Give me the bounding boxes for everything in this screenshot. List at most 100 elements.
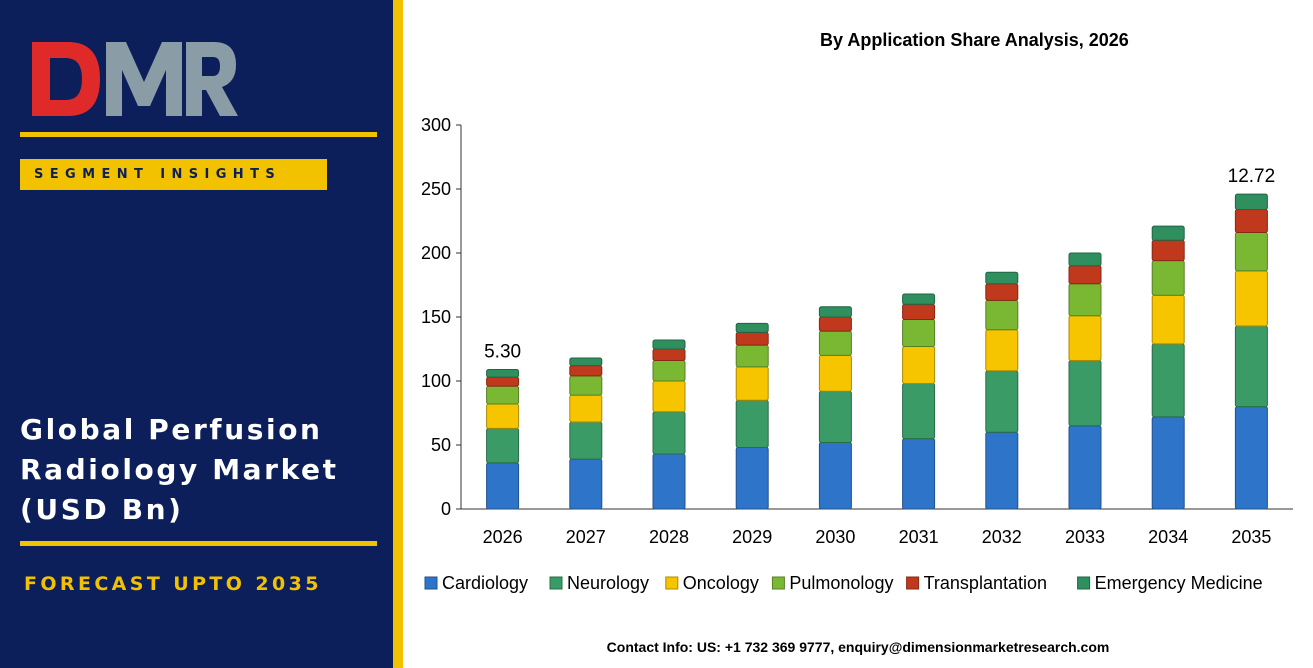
legend-label: Emergency Medicine <box>1095 573 1263 593</box>
y-tick-label: 250 <box>421 179 451 199</box>
bar-segment <box>1234 208 1268 234</box>
data-annotation-label: 5.30 <box>484 341 521 362</box>
y-tick-label: 150 <box>421 307 451 327</box>
bar-segment <box>569 458 603 510</box>
x-tick-label: 2032 <box>982 527 1022 547</box>
legend-label: Neurology <box>567 573 649 593</box>
legend-swatch <box>424 576 438 590</box>
x-tick-label: 2033 <box>1065 527 1105 547</box>
legend-label: Cardiology <box>442 573 528 593</box>
bar-segment <box>902 438 936 510</box>
x-tick-label: 2029 <box>732 527 772 547</box>
forecast-label: FORECAST UPTO 2035 <box>24 573 322 595</box>
bar-segment <box>569 421 603 460</box>
bar-segment <box>818 306 852 318</box>
bar-segment <box>818 316 852 332</box>
x-tick-label: 2026 <box>483 527 523 547</box>
bar-segment <box>652 339 686 350</box>
y-tick-label: 100 <box>421 371 451 391</box>
data-annotation-label: 12.72 <box>1228 166 1276 187</box>
bar-segment <box>818 330 852 356</box>
bar-segment <box>486 427 520 464</box>
bar-segment <box>486 368 520 378</box>
bar-segment <box>902 319 936 347</box>
market-title: Global Perfusion Radiology Market (USD B… <box>20 410 380 530</box>
bar-segment <box>569 357 603 367</box>
bar-segment <box>902 293 936 305</box>
bar-segment <box>1068 265 1102 285</box>
stacked-bar-chart: 0 50 100 150 200 250 300 2026 2027 2028 2029 2030 20… <box>421 115 1293 593</box>
dmr-logo <box>32 42 238 116</box>
bar-segment <box>1068 360 1102 427</box>
left-panel: SEGMENT INSIGHTS Global Perfusion Radiol… <box>0 0 393 668</box>
bar-segment <box>652 380 686 413</box>
bar-segment <box>735 399 769 449</box>
chart-legend: Cardiology Neurology Oncology Pulmonology Tr… <box>424 573 1263 593</box>
logo-letter-m <box>106 42 182 116</box>
x-tick-label: 2031 <box>899 527 939 547</box>
bar-segment <box>652 453 686 510</box>
x-tick-label: 2035 <box>1231 527 1271 547</box>
y-tick-label: 0 <box>441 499 451 519</box>
bar-segment <box>985 370 1019 433</box>
bar-segment <box>818 390 852 443</box>
chart-bars <box>486 193 1268 510</box>
chart-axes: 0 50 100 150 200 250 300 2026 2027 2028 2029 2030 20… <box>421 115 1293 547</box>
y-tick-label: 200 <box>421 243 451 263</box>
chart-labels: 5.30 12.72 <box>484 166 1275 362</box>
bar-segment <box>1234 270 1268 327</box>
legend-swatch <box>1077 576 1091 590</box>
bar-segment <box>569 394 603 423</box>
y-tick-label: 50 <box>431 435 451 455</box>
bar-segment <box>1068 315 1102 362</box>
legend-swatch <box>665 576 679 590</box>
bar-segment <box>735 447 769 510</box>
bar-segment <box>985 299 1019 331</box>
bar-segment <box>735 322 769 333</box>
x-tick-label: 2028 <box>649 527 689 547</box>
top-accent-rule <box>20 132 377 137</box>
bar-segment <box>902 345 936 385</box>
bar-segment <box>1234 325 1268 408</box>
bar-segment <box>985 431 1019 510</box>
bar-segment <box>1234 232 1268 272</box>
bar-segment <box>1151 260 1185 296</box>
bar-segment <box>1151 343 1185 418</box>
bar-segment <box>1234 406 1268 510</box>
market-title-line-1: Global Perfusion <box>20 413 323 446</box>
legend-swatch <box>549 576 563 590</box>
bar-segment <box>985 271 1019 285</box>
logo-letter-r <box>186 42 238 116</box>
legend-label: Transplantation <box>924 573 1047 593</box>
bar-segment <box>818 354 852 392</box>
bar-segment <box>569 365 603 377</box>
legend-swatch <box>906 576 920 590</box>
x-tick-label: 2034 <box>1148 527 1188 547</box>
bar-segment <box>1068 425 1102 510</box>
bar-segment <box>1151 225 1185 241</box>
bar-segment <box>985 329 1019 372</box>
x-tick-label: 2030 <box>815 527 855 547</box>
bar-segment <box>1151 294 1185 345</box>
bar-segment <box>902 303 936 321</box>
market-title-line-2: Radiology Market <box>20 453 339 486</box>
segment-insights-badge: SEGMENT INSIGHTS <box>20 159 327 190</box>
legend-label: Pulmonology <box>789 573 893 593</box>
market-title-line-3: (USD Bn) <box>20 493 184 526</box>
bar-segment <box>486 385 520 405</box>
contact-info: Contact Info: US: +1 732 369 9777, enqui… <box>606 639 1110 655</box>
bar-segment <box>569 375 603 396</box>
bar-segment <box>735 331 769 346</box>
legend-label: Oncology <box>683 573 759 593</box>
bar-segment <box>652 411 686 455</box>
bar-segment <box>1151 239 1185 262</box>
bar-segment <box>486 403 520 429</box>
bar-segment <box>1234 193 1268 210</box>
panel-divider <box>393 0 403 668</box>
bar-segment <box>902 383 936 440</box>
legend-swatch <box>771 576 785 590</box>
y-tick-label: 300 <box>421 115 451 135</box>
bar-segment <box>735 344 769 368</box>
bar-segment <box>735 366 769 401</box>
bar-segment <box>486 376 520 387</box>
